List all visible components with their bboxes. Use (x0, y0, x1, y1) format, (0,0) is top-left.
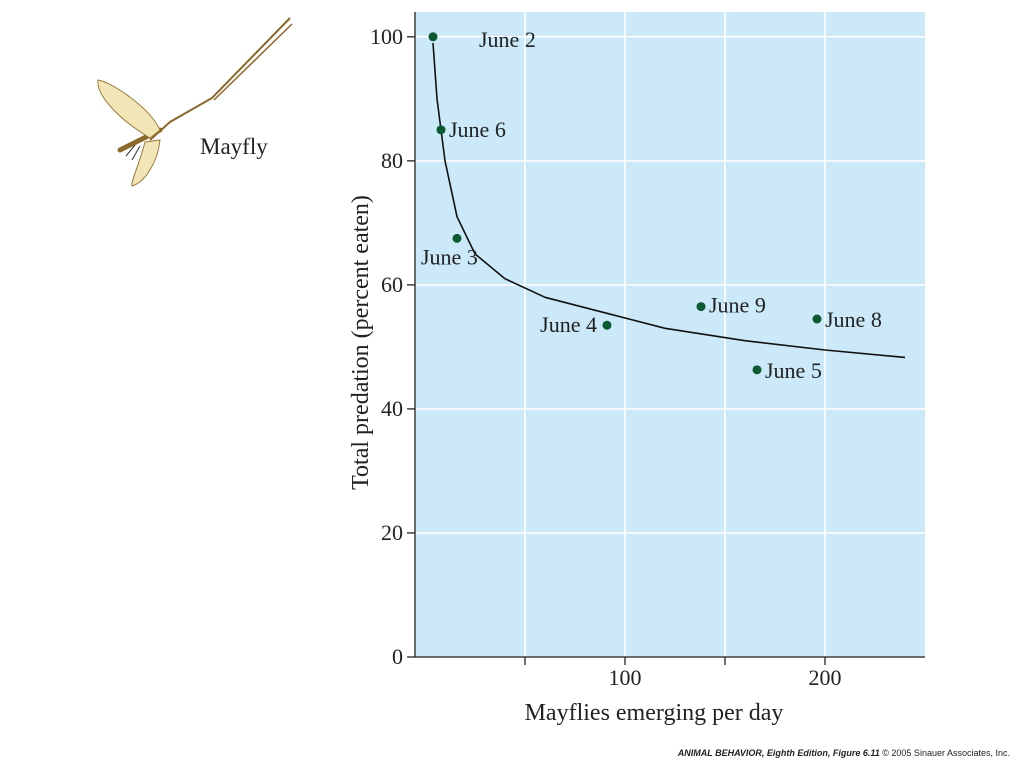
data-point-label: June 2 (479, 27, 536, 52)
y-tick-label: 40 (381, 396, 403, 421)
data-point (752, 365, 762, 375)
y-tick-label: 80 (381, 148, 403, 173)
mayfly-label: Mayfly (200, 134, 268, 159)
data-point (696, 302, 706, 312)
fit-curve (432, 42, 906, 359)
data-point-label: June 9 (709, 293, 766, 318)
y-tick-label: 60 (381, 272, 403, 297)
data-point-label: June 8 (825, 307, 882, 332)
data-point-label: June 5 (765, 358, 822, 383)
data-point (602, 320, 612, 330)
data-point (428, 32, 438, 42)
y-axis-title: Total predation (percent eaten) (348, 195, 374, 490)
x-tick-label: 200 (809, 665, 842, 690)
data-point (812, 314, 822, 324)
data-point (452, 233, 462, 243)
mayfly-icon (97, 17, 293, 187)
data-point-label: June 4 (540, 312, 597, 337)
data-point-label: June 3 (421, 244, 478, 269)
data-point-label: June 6 (449, 117, 506, 142)
x-axis-title: Mayflies emerging per day (525, 700, 784, 726)
y-tick-label: 20 (381, 520, 403, 545)
copyright-text: © 2005 Sinauer Associates, Inc. (882, 748, 1010, 758)
plot-area (415, 12, 925, 657)
data-point (436, 125, 446, 135)
figure-caption: ANIMAL BEHAVIOR, Eighth Edition, Figure … (678, 748, 1010, 758)
x-tick-label: 100 (609, 665, 642, 690)
y-tick-label: 100 (370, 24, 403, 49)
book-reference: ANIMAL BEHAVIOR, Eighth Edition, Figure … (677, 748, 880, 758)
y-tick-label: 0 (392, 644, 403, 669)
